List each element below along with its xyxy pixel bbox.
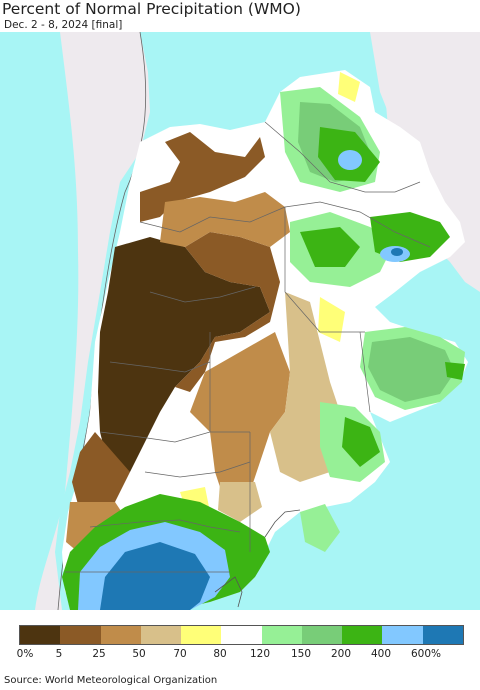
zone-400pct-spot1 [338, 150, 362, 170]
legend-swatch-6 [261, 626, 302, 644]
map-title: Percent of Normal Precipitation (WMO) [2, 0, 301, 18]
zone-5pct-east [175, 232, 280, 392]
legend-swatch-10 [422, 626, 463, 644]
legend-labels: 0% 5 25 50 70 80 120 150 200 400 600% [0, 648, 480, 662]
zone-50pct-small [218, 482, 262, 522]
zone-5pct-north [140, 132, 265, 222]
zone-200pct-uy [445, 362, 465, 380]
zone-5pct-west [72, 432, 130, 512]
zone-600pct-patagonia [100, 542, 210, 610]
legend-swatch-8 [342, 626, 383, 644]
legend-label-6: 120 [249, 648, 271, 660]
legend-label-4: 70 [173, 648, 187, 660]
legend-swatch-3 [140, 626, 182, 644]
zone-600pct-spot2 [391, 248, 403, 256]
zone-25pct-central [190, 332, 290, 502]
chile-coast [0, 32, 79, 610]
legend-label-10: 600% [410, 648, 442, 660]
zone-70pct-b [338, 72, 360, 102]
legend-label-5: 80 [213, 648, 227, 660]
source-credit: Source: World Meteorological Organizatio… [4, 675, 218, 686]
legend-label-9: 400 [370, 648, 392, 660]
coastline [214, 509, 301, 608]
precipitation-map [0, 32, 480, 610]
zone-200pct-bsas [342, 417, 380, 467]
legend-label-8: 200 [330, 648, 352, 660]
legend-swatch-9 [382, 626, 423, 644]
legend-swatch-4 [181, 626, 222, 644]
legend-color-bar [19, 625, 464, 645]
legend-label-7: 150 [290, 648, 312, 660]
zone-70pct [318, 297, 345, 342]
legend-label-2: 25 [92, 648, 106, 660]
legend-label-3: 50 [132, 648, 146, 660]
legend-swatch-2 [100, 626, 141, 644]
zone-120pct-pampa [300, 504, 340, 552]
zone-25pct-north [160, 192, 290, 247]
zone-0pct [98, 237, 270, 472]
legend-swatch-7 [301, 626, 343, 644]
legend-label-0: 0% [16, 648, 34, 660]
zone-150pct-uruguay [368, 337, 455, 402]
legend-swatch-5 [221, 626, 262, 644]
political-borders [65, 121, 431, 573]
legend-swatch-1 [60, 626, 101, 644]
map-subtitle: Dec. 2 - 8, 2024 [final] [4, 19, 123, 31]
zone-200pct-east [300, 227, 360, 267]
legend-swatch-0 [20, 626, 61, 644]
legend-label-1: 5 [55, 648, 63, 660]
